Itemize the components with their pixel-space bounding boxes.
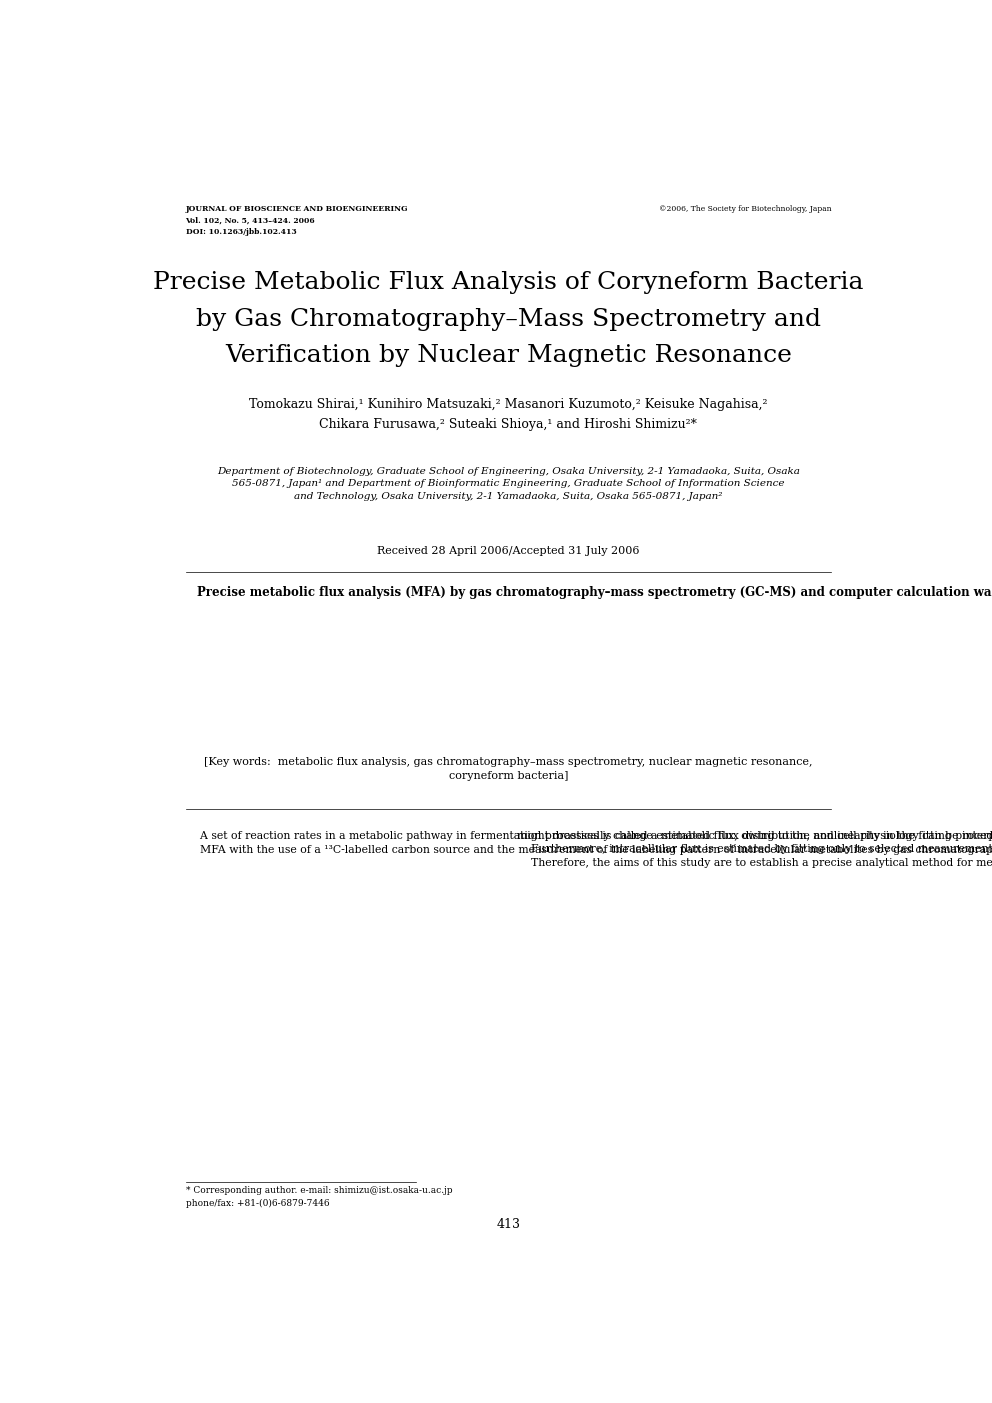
Text: Department of Biotechnology, Graduate School of Engineering, Osaka University, 2: Department of Biotechnology, Graduate Sc… xyxy=(217,467,800,501)
Text: Precise metabolic flux analysis (MFA) by gas chromatography–mass spectrometry (G: Precise metabolic flux analysis (MFA) by… xyxy=(197,586,992,599)
Text: Precise Metabolic Flux Analysis of Coryneform Bacteria: Precise Metabolic Flux Analysis of Coryn… xyxy=(153,271,864,295)
Text: A set of reaction rates in a metabolic pathway in fermentation processes is call: A set of reaction rates in a metabolic p… xyxy=(186,831,992,856)
Text: [Key words:  metabolic flux analysis, gas chromatography–mass spectrometry, nucl: [Key words: metabolic flux analysis, gas… xyxy=(204,758,812,781)
Text: Tomokazu Shirai,¹ Kunihiro Matsuzaki,² Masanori Kuzumoto,² Keisuke Nagahisa,²
Ch: Tomokazu Shirai,¹ Kunihiro Matsuzaki,² M… xyxy=(249,398,768,431)
Text: by Gas Chromatography–Mass Spectrometry and: by Gas Chromatography–Mass Spectrometry … xyxy=(195,307,821,331)
Text: * Corresponding author. e-mail: shimizu@ist.osaka-u.ac.jp
phone/fax: +81-(0)6-68: * Corresponding author. e-mail: shimizu@… xyxy=(186,1186,452,1208)
Text: ©2006, The Society for Biotechnology, Japan: ©2006, The Society for Biotechnology, Ja… xyxy=(659,205,831,213)
Text: 413: 413 xyxy=(496,1218,521,1232)
Text: Received 28 April 2006/Accepted 31 July 2006: Received 28 April 2006/Accepted 31 July … xyxy=(377,546,640,557)
Text: Verification by Nuclear Magnetic Resonance: Verification by Nuclear Magnetic Resonan… xyxy=(225,345,792,368)
Text: JOURNAL OF BIOSCIENCE AND BIOENGINEERING
Vol. 102, No. 5, 413–424. 2006
DOI: 10.: JOURNAL OF BIOSCIENCE AND BIOENGINEERING… xyxy=(186,205,408,236)
Text: might drastically change estimated flux, owing to the nonlinearity in the fittin: might drastically change estimated flux,… xyxy=(517,831,992,868)
